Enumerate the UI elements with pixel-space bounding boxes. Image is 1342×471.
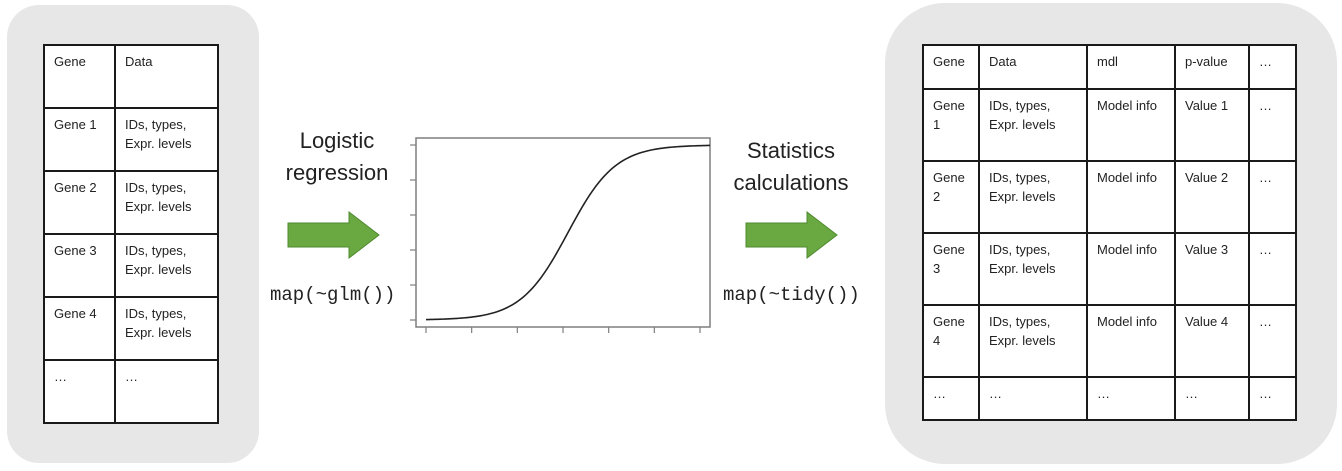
input-gene-table: Gene Data Gene 1 IDs, types, Expr. level… [43, 44, 219, 424]
step1-title: Logistic regression [262, 125, 412, 189]
x-axis-ticks [425, 327, 701, 333]
model-cell: Model info [1086, 160, 1176, 234]
right-arrow-icon [287, 211, 380, 259]
table-header-row: Gene Data mdl p-value … [922, 44, 1297, 90]
table-row: Gene 1 IDs, types, Expr. levels [43, 107, 219, 172]
p-value-cell: Value 3 [1174, 232, 1250, 306]
data-cell: … [114, 359, 219, 424]
model-cell: Model info [1086, 88, 1176, 162]
output-gene-table: Gene Data mdl p-value … Gene 1 IDs, type… [922, 44, 1297, 421]
step2-code: map(~tidy()) [723, 284, 860, 306]
table-row: … … [43, 359, 219, 424]
data-cell: … [978, 376, 1088, 421]
header-cell-gene: Gene [922, 44, 980, 90]
gene-cell: Gene 1 [43, 107, 116, 172]
header-cell-gene: Gene [43, 44, 116, 109]
more-cell: … [1248, 304, 1297, 378]
header-cell-mdl: mdl [1086, 44, 1176, 90]
more-cell: … [1248, 232, 1297, 306]
data-cell: IDs, types, Expr. levels [978, 304, 1088, 378]
p-value-cell: Value 2 [1174, 160, 1250, 234]
data-cell: IDs, types, Expr. levels [114, 296, 219, 361]
table-row: Gene 4 IDs, types, Expr. levels Model in… [922, 304, 1297, 378]
arrow-shape [745, 211, 838, 259]
step2-title-line1: Statistics [746, 138, 836, 163]
plot-frame [415, 137, 711, 328]
p-value-cell: Value 1 [1174, 88, 1250, 162]
header-cell-data: Data [978, 44, 1088, 90]
step2-title-line2: calculations [733, 170, 849, 195]
gene-cell: Gene 3 [922, 232, 980, 306]
header-cell-more: … [1248, 44, 1297, 90]
data-cell: IDs, types, Expr. levels [114, 170, 219, 235]
data-cell: IDs, types, Expr. levels [978, 88, 1088, 162]
table-row: Gene 4 IDs, types, Expr. levels [43, 296, 219, 361]
header-cell-p-value: p-value [1174, 44, 1250, 90]
gene-cell: Gene 3 [43, 233, 116, 298]
model-cell: Model info [1086, 304, 1176, 378]
model-cell: … [1086, 376, 1176, 421]
more-cell: … [1248, 376, 1297, 421]
step1-title-line1: Logistic [299, 128, 375, 153]
gene-cell: Gene 2 [43, 170, 116, 235]
data-cell: IDs, types, Expr. levels [114, 233, 219, 298]
arrow-shape [287, 211, 380, 259]
gene-cell: Gene 4 [43, 296, 116, 361]
table-row: Gene 3 IDs, types, Expr. levels [43, 233, 219, 298]
y-axis-ticks [410, 144, 416, 321]
right-arrow-icon [745, 211, 838, 259]
more-cell: … [1248, 88, 1297, 162]
step1-code: map(~glm()) [270, 284, 396, 306]
table-row: Gene 2 IDs, types, Expr. levels [43, 170, 219, 235]
gene-cell: Gene 1 [922, 88, 980, 162]
table-row: Gene 1 IDs, types, Expr. levels Model in… [922, 88, 1297, 162]
p-value-cell: Value 4 [1174, 304, 1250, 378]
more-cell: … [1248, 160, 1297, 234]
p-value-cell: … [1174, 376, 1250, 421]
gene-cell: … [922, 376, 980, 421]
gene-cell: Gene 4 [922, 304, 980, 378]
table-row: Gene 2 IDs, types, Expr. levels Model in… [922, 160, 1297, 234]
table-row: … … … … … [922, 376, 1297, 421]
table-row: Gene 3 IDs, types, Expr. levels Model in… [922, 232, 1297, 306]
data-cell: IDs, types, Expr. levels [114, 107, 219, 172]
gene-cell: … [43, 359, 116, 424]
logistic-curve [425, 144, 711, 321]
data-cell: IDs, types, Expr. levels [978, 160, 1088, 234]
logistic-curve-plot [410, 137, 711, 333]
model-cell: Model info [1086, 232, 1176, 306]
data-cell: IDs, types, Expr. levels [978, 232, 1088, 306]
step1-title-line2: regression [285, 160, 389, 185]
step2-title: Statistics calculations [716, 135, 866, 199]
gene-cell: Gene 2 [922, 160, 980, 234]
header-cell-data: Data [114, 44, 219, 109]
table-header-row: Gene Data [43, 44, 219, 109]
